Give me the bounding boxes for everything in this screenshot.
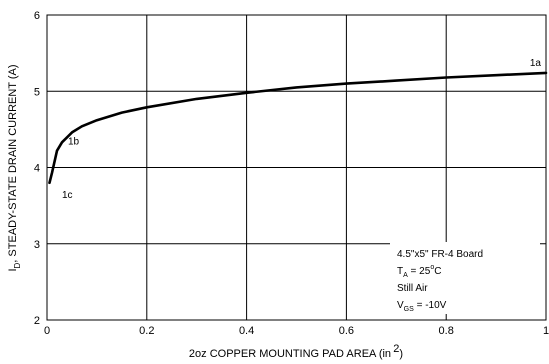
- x-tick-label: 0: [44, 325, 50, 337]
- y-axis-label: ID, STEADY-STATE DRAIN CURRENT (A): [7, 64, 22, 271]
- x-tick-label: 0.8: [439, 325, 454, 337]
- condition-board: 4.5"x5" FR-4 Board: [397, 249, 483, 260]
- y-tick-label: 4: [34, 163, 40, 175]
- curve-annotation: 1b: [68, 137, 80, 148]
- series-line: [48, 71, 548, 185]
- curve-annotations: 1a 1b 1c: [62, 58, 541, 201]
- y-tick-label: 5: [34, 86, 40, 98]
- y-tick-label: 2: [34, 315, 40, 327]
- x-tick-label: 0.6: [339, 325, 354, 337]
- x-axis-label: 2oz COPPER MOUNTING PAD AREA (in 2): [189, 343, 403, 360]
- x-tick-labels: 0 0.2 0.4 0.6 0.8 1: [44, 325, 549, 337]
- y-tick-label: 6: [34, 10, 40, 22]
- conditions-background: [390, 242, 540, 314]
- condition-vgs: VGS = -10V: [397, 300, 447, 313]
- conditions-legend: 4.5"x5" FR-4 Board TA = 25oC Still Air V…: [390, 242, 540, 314]
- y-tick-labels: 2 3 4 5 6: [34, 10, 40, 327]
- x-tick-label: 1: [543, 325, 549, 337]
- x-tick-label: 0.4: [239, 325, 254, 337]
- x-tick-label: 0.2: [139, 325, 154, 337]
- y-tick-label: 3: [34, 239, 40, 251]
- curve-annotation: 1a: [530, 58, 542, 69]
- condition-ambient-temp: TA = 25oC: [397, 264, 441, 279]
- curve-annotation: 1c: [62, 190, 73, 201]
- plot-frame: [46, 14, 547, 321]
- condition-air: Still Air: [397, 283, 428, 294]
